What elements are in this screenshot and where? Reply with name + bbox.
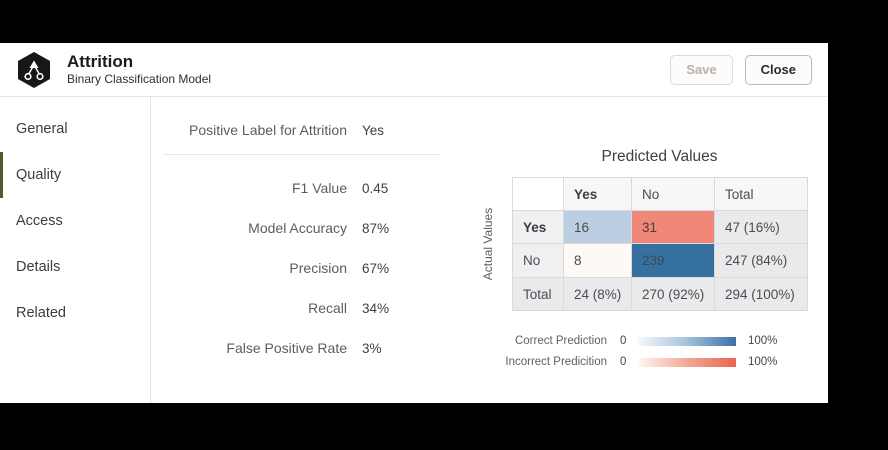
dialog-titles: Attrition Binary Classification Model <box>67 52 211 87</box>
legend-min-value: 0 <box>620 335 627 347</box>
positive-label-row: Positive Label for Attrition Yes <box>163 122 384 138</box>
model-dialog-panel: Attrition Binary Classification Model Sa… <box>0 43 828 403</box>
legend-row-correct: Correct Prediction 0 100% <box>481 335 777 347</box>
metric-label: F1 Value <box>292 180 347 196</box>
matrix-cell-col-total-yes: 24 (8%) <box>564 278 632 311</box>
matrix-cell-true-positive: 16 <box>564 211 632 244</box>
metric-value: 34% <box>362 301 390 316</box>
sidebar-item-related[interactable]: Related <box>0 290 150 336</box>
legend-gradient-blue <box>638 336 736 346</box>
matrix-y-axis-label: Actual Values <box>481 207 495 280</box>
matrix-cell-row-total-yes: 47 (16%) <box>715 211 808 244</box>
matrix-corner-cell <box>513 178 564 211</box>
metric-label: Model Accuracy <box>248 220 347 236</box>
sidebar-item-label: General <box>16 121 68 137</box>
metric-value: 87% <box>362 221 390 236</box>
quality-tab-content: Positive Label for Attrition Yes F1 Valu… <box>151 97 828 403</box>
sidebar-item-general[interactable]: General <box>0 106 150 152</box>
metric-row-recall: Recall 34% <box>163 300 389 316</box>
matrix-row-label-yes: Yes <box>513 211 564 244</box>
metric-value: 0.45 <box>362 181 389 196</box>
metric-label: Positive Label for Attrition <box>189 122 347 138</box>
matrix-col-header-yes: Yes <box>564 178 632 211</box>
matrix-row-label-no: No <box>513 244 564 278</box>
metrics-divider <box>163 154 440 155</box>
legend-gradient-red <box>638 357 736 367</box>
matrix-title: Predicted Values <box>601 148 718 165</box>
legend-max-value: 100% <box>748 356 778 368</box>
legend-row-incorrect: Incorrect Predicition 0 100% <box>481 356 777 368</box>
matrix-legend: Correct Prediction 0 100% Incorrect Pred… <box>481 335 777 377</box>
metric-value: 3% <box>362 341 382 356</box>
close-button[interactable]: Close <box>744 54 812 85</box>
matrix-cell-row-total-no: 247 (84%) <box>715 244 808 278</box>
matrix-cell-col-total-no: 270 (92%) <box>632 278 715 311</box>
matrix-col-header-no: No <box>632 178 715 211</box>
sidebar-nav: General Quality Access Details Related <box>0 97 151 403</box>
confusion-matrix-table: Yes No Total Yes 16 31 47 (16%) No 8 239… <box>512 177 808 311</box>
matrix-cell-true-negative: 239 <box>632 244 715 278</box>
matrix-cell-false-negative: 31 <box>632 211 715 244</box>
sidebar-item-details[interactable]: Details <box>0 244 150 290</box>
matrix-cell-grand-total: 294 (100%) <box>715 278 808 311</box>
page-subtitle: Binary Classification Model <box>67 72 212 86</box>
legend-label: Incorrect Predicition <box>505 356 607 368</box>
sidebar-item-label: Access <box>16 213 63 229</box>
metric-row-f1: F1 Value 0.45 <box>163 180 388 196</box>
metric-row-accuracy: Model Accuracy 87% <box>163 220 389 236</box>
sidebar-item-label: Quality <box>16 167 62 183</box>
legend-max-value: 100% <box>748 335 778 347</box>
metric-row-fpr: False Positive Rate 3% <box>163 340 382 356</box>
metric-label: Precision <box>289 260 347 276</box>
sidebar-item-label: Details <box>16 259 61 275</box>
sidebar-item-label: Related <box>16 305 66 321</box>
sidebar-item-access[interactable]: Access <box>0 198 150 244</box>
model-hexagon-icon <box>16 51 52 89</box>
legend-min-value: 0 <box>620 356 627 368</box>
save-button[interactable]: Save <box>670 54 733 85</box>
metric-label: Recall <box>308 300 347 316</box>
metric-row-precision: Precision 67% <box>163 260 389 276</box>
legend-label: Correct Prediction <box>514 335 607 347</box>
metric-label: False Positive Rate <box>226 340 347 356</box>
page-title: Attrition <box>67 52 134 71</box>
sidebar-item-quality[interactable]: Quality <box>0 152 150 198</box>
metric-value: 67% <box>362 261 390 276</box>
metric-value: Yes <box>362 123 385 138</box>
dialog-header: Attrition Binary Classification Model Sa… <box>0 43 828 97</box>
matrix-row-label-total: Total <box>513 278 564 311</box>
matrix-cell-false-positive: 8 <box>564 244 632 278</box>
matrix-col-header-total: Total <box>715 178 808 211</box>
